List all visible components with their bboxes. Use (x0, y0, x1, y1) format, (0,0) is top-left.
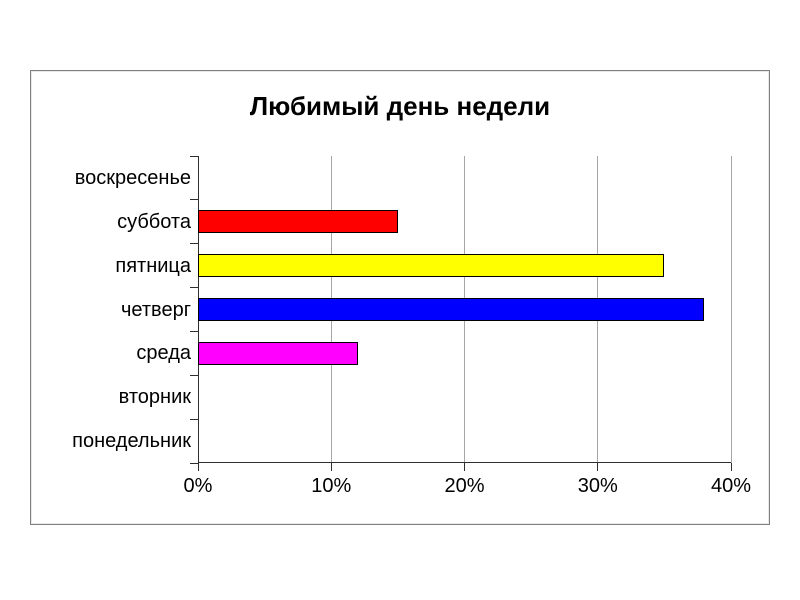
y-axis-tick (190, 330, 198, 332)
category-label: понедельник (72, 430, 191, 453)
x-axis-line (198, 462, 731, 463)
x-axis-tick (330, 463, 332, 471)
category-label: суббота (117, 210, 191, 233)
y-axis-tick (190, 155, 198, 157)
category-label: вторник (118, 386, 191, 409)
y-axis-tick (190, 374, 198, 376)
x-tick-label: 30% (577, 475, 618, 497)
chart-frame: Любимый день недели воскресенье суббота пя… (30, 70, 770, 525)
plot-area (190, 155, 732, 471)
category-label: четверг (121, 298, 191, 321)
gridline (730, 156, 732, 463)
y-axis-tick (190, 199, 198, 201)
bar (198, 298, 705, 321)
x-axis-tick (464, 463, 465, 471)
x-tick-label: 0% (183, 475, 213, 497)
x-tick-label: 40% (710, 475, 752, 497)
category-label: пятница (115, 254, 191, 277)
bar (198, 341, 358, 365)
chart-title: Любимый день недели (249, 91, 551, 121)
bar (198, 210, 398, 234)
x-axis-tick (597, 463, 599, 471)
x-tick-label: 10% (311, 475, 352, 497)
y-axis-tick (190, 418, 198, 420)
category-label: среда (136, 342, 191, 365)
y-axis-tick (190, 287, 198, 289)
y-axis-tick (190, 462, 198, 464)
x-axis-tick (730, 463, 732, 471)
bar (198, 254, 665, 278)
category-label: воскресенье (74, 166, 191, 189)
y-axis-tick (190, 243, 198, 245)
x-axis-tick (197, 463, 199, 471)
x-tick-label: 20% (444, 475, 485, 497)
